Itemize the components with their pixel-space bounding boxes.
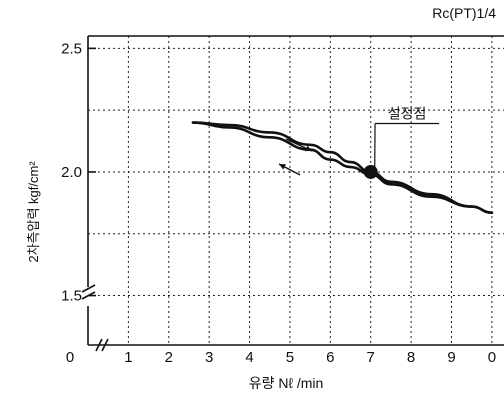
- x-axis-title: 유량 Nℓ /min: [249, 375, 324, 391]
- y-tick-label: 2.5: [61, 40, 82, 57]
- x-axis-break-mark: [95, 338, 103, 352]
- x-axis-break-mark: [101, 338, 109, 352]
- y-axis-title: 2차측압력 kgf/cm²: [26, 161, 41, 263]
- x-tick-label: 9: [447, 349, 455, 366]
- x-tick-label: 1: [124, 349, 132, 366]
- grid-lines: [88, 36, 504, 345]
- y-tick-label: 1.5: [61, 288, 82, 305]
- direction-arrow-increasing-head: [305, 145, 312, 152]
- set-point-marker: [363, 164, 378, 179]
- markers: [278, 122, 440, 179]
- x-tick-label: 8: [407, 349, 415, 366]
- x-tick-label: 3: [205, 349, 213, 366]
- series-curve-1: [191, 121, 494, 215]
- x-tick-label: 6: [326, 349, 334, 366]
- x-tick-label: 4: [245, 349, 253, 366]
- series-curve-2: [191, 121, 494, 215]
- x-tick-label: 0: [488, 349, 496, 366]
- x-tick-label: 2: [165, 349, 173, 366]
- spec-label: Rc(PT)1/4: [432, 5, 496, 21]
- series-curves: [191, 121, 494, 215]
- x-tick-label: 5: [286, 349, 294, 366]
- labels: 1.5 2.0 2.5 0 1 2 3 4 5 6 7 8 9 0 설정점: [61, 40, 496, 366]
- set-point-label: 설정점: [388, 106, 427, 122]
- axes: [81, 35, 504, 352]
- x-tick-label: 7: [367, 349, 375, 366]
- x-tick-label: 0: [66, 349, 74, 366]
- y-tick-label: 2.0: [61, 164, 82, 181]
- y-axis-break-mark: [81, 284, 96, 293]
- direction-arrow-decreasing-head: [279, 164, 286, 170]
